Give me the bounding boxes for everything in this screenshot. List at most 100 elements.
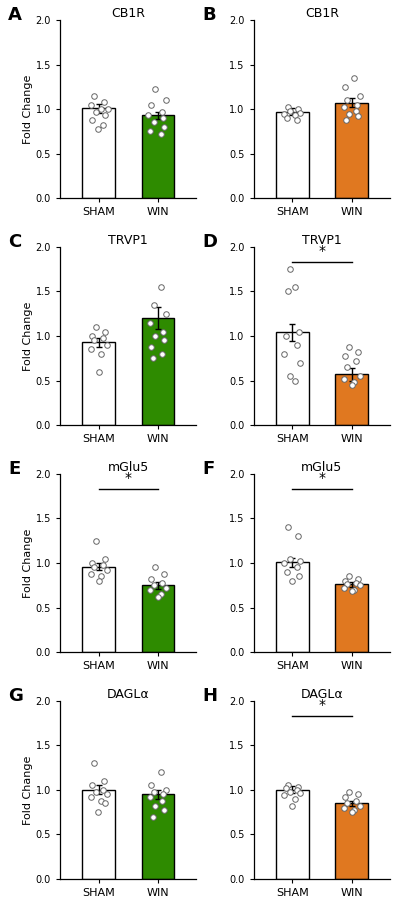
Point [161, 333, 168, 348]
Bar [82, 109, 115, 198]
Point [295, 324, 302, 338]
Text: E: E [8, 460, 21, 478]
Point [354, 98, 360, 112]
Point [286, 551, 293, 566]
Bar [335, 804, 368, 879]
Point [87, 98, 94, 112]
Point [95, 574, 102, 588]
Point [342, 790, 348, 805]
Point [355, 787, 361, 802]
Title: CB1R: CB1R [305, 7, 339, 20]
Y-axis label: Fold Change: Fold Change [23, 755, 33, 824]
Bar [276, 790, 308, 879]
Point [292, 792, 298, 806]
Point [159, 347, 165, 361]
Point [98, 794, 104, 808]
Point [152, 329, 158, 343]
Point [357, 799, 363, 814]
Point [293, 783, 300, 797]
Text: A: A [8, 5, 22, 24]
Bar [276, 332, 308, 425]
Bar [82, 790, 115, 879]
Point [101, 774, 107, 788]
Point [100, 783, 106, 797]
Text: H: H [202, 687, 217, 704]
Point [285, 520, 291, 535]
Text: F: F [202, 460, 214, 478]
Point [94, 121, 101, 136]
Point [286, 103, 293, 118]
Text: *: * [318, 472, 326, 485]
Y-axis label: Fold Change: Fold Change [23, 74, 33, 144]
Point [281, 347, 287, 361]
Bar [276, 111, 308, 198]
Point [161, 567, 168, 581]
Point [159, 104, 165, 119]
Point [285, 284, 291, 299]
Point [102, 551, 108, 566]
Point [285, 778, 291, 793]
Point [355, 109, 361, 123]
Point [157, 127, 164, 141]
Point [297, 105, 303, 119]
Point [87, 790, 94, 805]
Point [289, 799, 295, 814]
Point [93, 533, 99, 548]
Point [292, 280, 298, 294]
Point [100, 330, 106, 345]
Point [157, 587, 164, 602]
Point [286, 262, 293, 276]
Point [293, 112, 300, 127]
Point [161, 119, 168, 134]
Point [102, 324, 108, 338]
Point [163, 581, 169, 595]
Point [292, 108, 298, 122]
Y-axis label: Fold Change: Fold Change [23, 529, 33, 597]
Point [148, 98, 155, 112]
Point [89, 329, 95, 343]
Point [281, 556, 287, 570]
Point [353, 794, 359, 808]
Point [353, 354, 359, 368]
Bar [276, 562, 308, 653]
Point [145, 108, 152, 122]
Point [340, 372, 347, 386]
Point [150, 578, 157, 593]
Point [147, 583, 153, 597]
Point [150, 298, 157, 312]
Bar [82, 567, 115, 653]
Point [89, 112, 95, 127]
Point [159, 794, 165, 808]
Point [102, 796, 108, 811]
Point [351, 802, 357, 816]
Title: mGlu5: mGlu5 [301, 461, 343, 474]
Title: DAGLα: DAGLα [301, 688, 343, 700]
Point [342, 348, 348, 363]
Point [160, 110, 166, 125]
Point [148, 778, 155, 793]
Point [98, 347, 104, 361]
Point [91, 333, 98, 348]
Point [148, 572, 155, 586]
Point [343, 112, 349, 127]
Point [351, 375, 357, 389]
Point [91, 89, 98, 103]
Point [289, 574, 295, 588]
Point [101, 95, 107, 110]
Point [292, 374, 298, 388]
Point [295, 569, 302, 584]
Point [147, 124, 153, 138]
Point [293, 338, 300, 352]
Point [89, 556, 95, 570]
Text: *: * [125, 472, 132, 485]
Point [150, 115, 157, 129]
Point [95, 365, 102, 379]
Point [284, 565, 290, 579]
Point [297, 786, 303, 801]
Point [286, 369, 293, 384]
Point [100, 557, 106, 572]
Point [340, 100, 347, 115]
Point [357, 89, 363, 103]
Point [147, 790, 153, 805]
Point [344, 796, 351, 811]
